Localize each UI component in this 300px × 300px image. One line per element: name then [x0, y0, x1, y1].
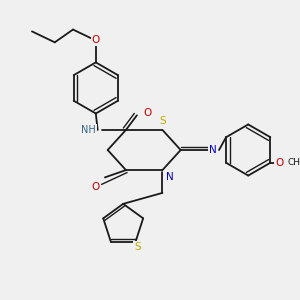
- Text: O: O: [275, 158, 284, 168]
- Text: N: N: [166, 172, 174, 182]
- Text: CH₃: CH₃: [288, 158, 300, 167]
- Text: O: O: [92, 35, 100, 46]
- Text: O: O: [144, 109, 152, 118]
- Text: N: N: [209, 145, 217, 155]
- Text: S: S: [134, 242, 141, 252]
- Text: O: O: [92, 182, 100, 191]
- Text: NH: NH: [81, 125, 96, 135]
- Text: S: S: [159, 116, 166, 126]
